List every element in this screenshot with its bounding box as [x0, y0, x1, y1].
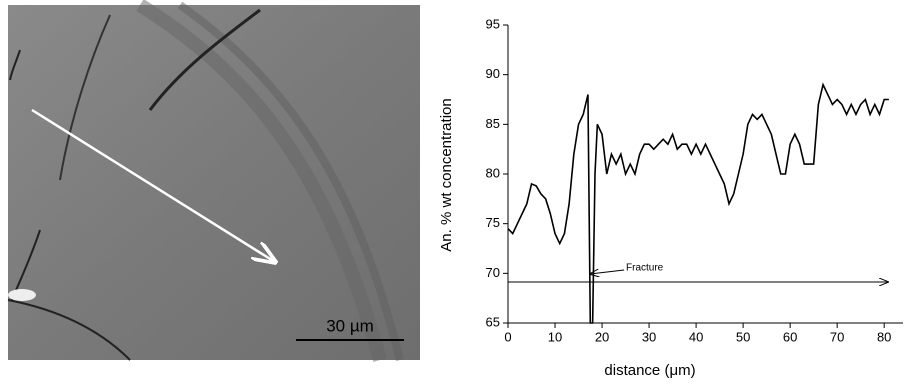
x-tick-label: 40: [689, 329, 703, 344]
x-tick-label: 10: [548, 329, 562, 344]
x-tick-label: 20: [595, 329, 609, 344]
x-tick-label: 50: [736, 329, 750, 344]
y-tick-label: 90: [486, 66, 500, 81]
x-tick-label: 30: [642, 329, 656, 344]
x-tick-label: 0: [504, 329, 511, 344]
y-axis-label: An. % wt concentration: [438, 98, 455, 251]
y-tick-label: 70: [486, 265, 500, 280]
x-tick-label: 60: [783, 329, 797, 344]
y-tick-label: 75: [486, 215, 500, 230]
x-tick-label: 80: [877, 329, 891, 344]
y-tick-label: 95: [486, 16, 500, 31]
y-tick-label: 65: [486, 314, 500, 329]
annotation-arrow: [590, 270, 625, 274]
x-tick-label: 70: [830, 329, 844, 344]
data-line: [507, 82, 889, 324]
scale-bar-label: 30 µm: [326, 316, 374, 335]
y-tick-label: 85: [486, 116, 500, 131]
annotation: Fracture: [626, 263, 664, 274]
y-tick-label: 80: [486, 165, 500, 180]
sem-image: 30 µm: [7, 0, 420, 362]
x-axis-label: distance (μm): [604, 362, 695, 379]
